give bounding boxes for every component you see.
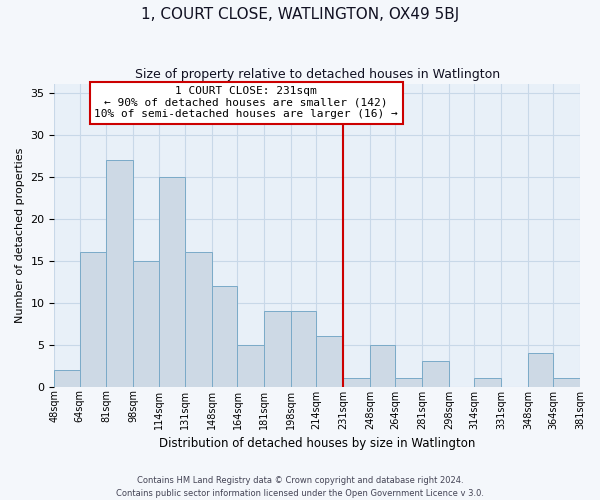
Bar	[238, 344, 265, 387]
Title: Size of property relative to detached houses in Watlington: Size of property relative to detached ho…	[134, 68, 500, 80]
Bar	[291, 311, 316, 386]
Bar	[316, 336, 343, 386]
Bar	[265, 311, 291, 386]
Y-axis label: Number of detached properties: Number of detached properties	[15, 148, 25, 323]
Text: Contains HM Land Registry data © Crown copyright and database right 2024.
Contai: Contains HM Land Registry data © Crown c…	[116, 476, 484, 498]
Bar	[553, 378, 580, 386]
Bar	[343, 378, 370, 386]
Bar	[158, 177, 185, 386]
Bar	[528, 353, 553, 386]
X-axis label: Distribution of detached houses by size in Watlington: Distribution of detached houses by size …	[159, 437, 475, 450]
Text: 1, COURT CLOSE, WATLINGTON, OX49 5BJ: 1, COURT CLOSE, WATLINGTON, OX49 5BJ	[141, 8, 459, 22]
Bar	[80, 252, 106, 386]
Bar	[106, 160, 133, 386]
Bar	[55, 370, 80, 386]
Bar	[474, 378, 501, 386]
Bar	[395, 378, 422, 386]
Bar	[422, 362, 449, 386]
Bar	[133, 260, 158, 386]
Bar	[212, 286, 238, 386]
Bar	[370, 344, 395, 387]
Bar	[185, 252, 212, 386]
Text: 1 COURT CLOSE: 231sqm
← 90% of detached houses are smaller (142)
10% of semi-det: 1 COURT CLOSE: 231sqm ← 90% of detached …	[94, 86, 398, 119]
